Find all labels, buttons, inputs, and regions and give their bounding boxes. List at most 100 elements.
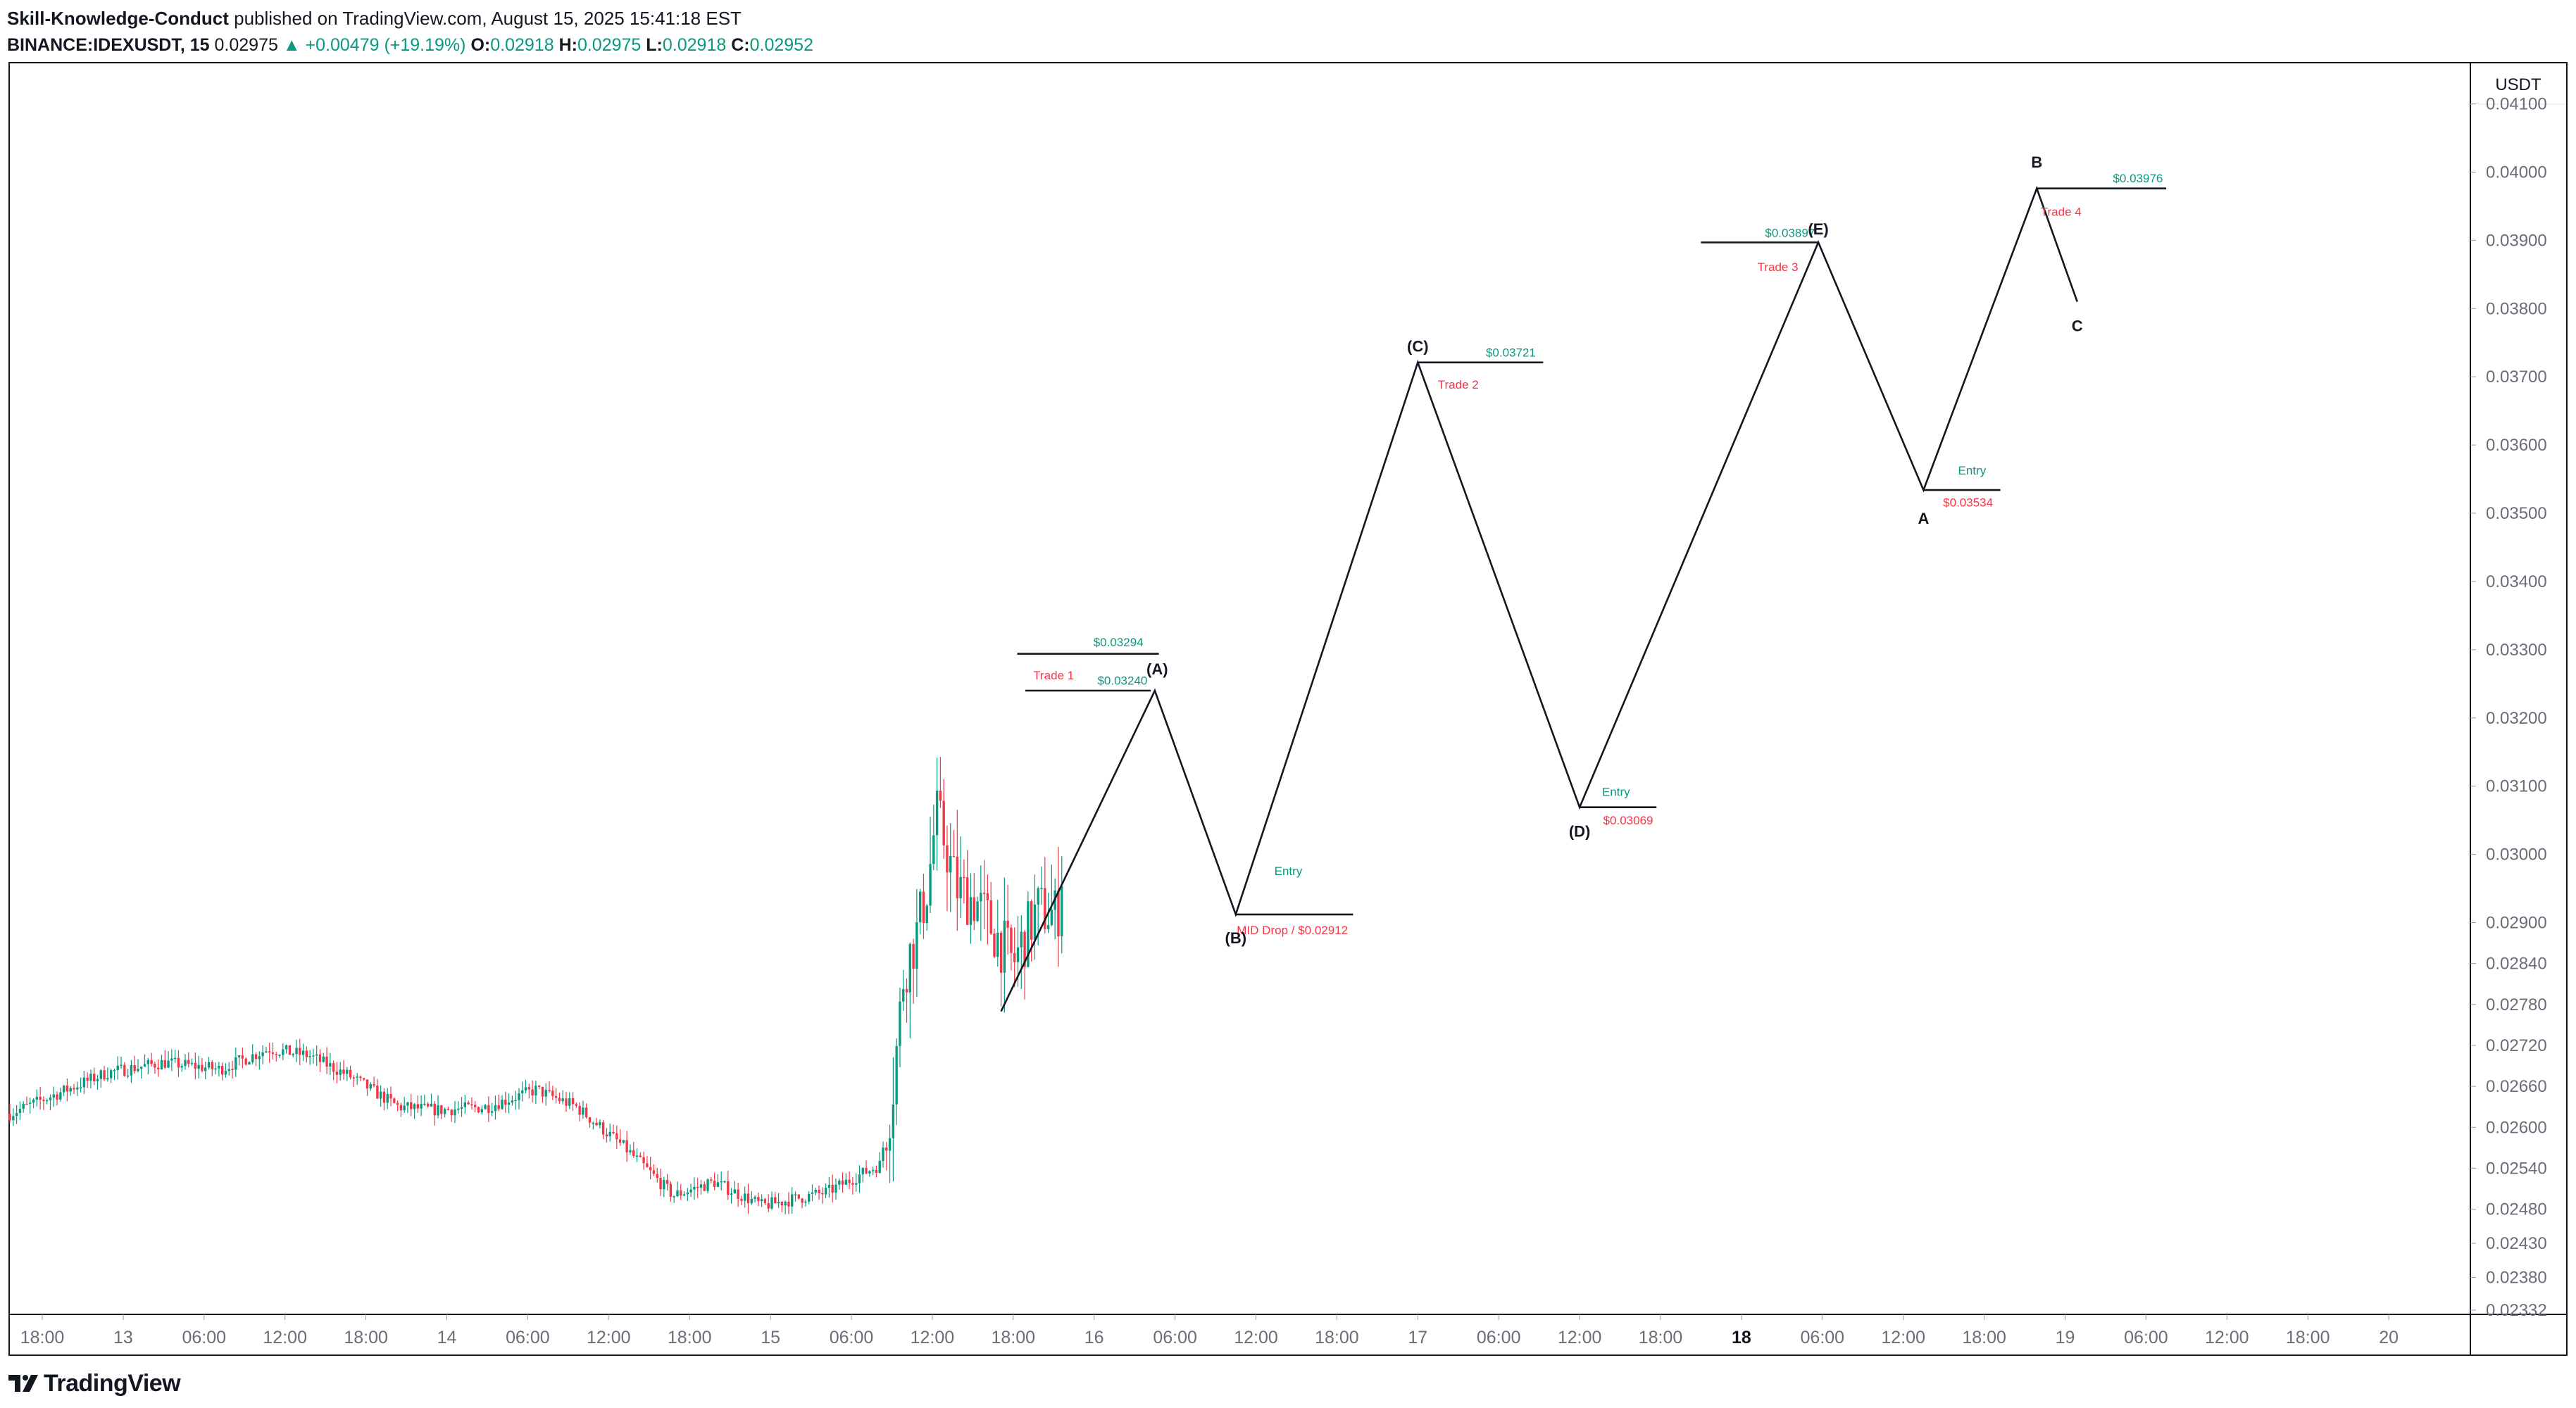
symbol-name[interactable]: BINANCE:IDEXUSDT, 15 bbox=[7, 35, 210, 55]
candle-body bbox=[952, 855, 956, 857]
candle-body bbox=[437, 1105, 439, 1116]
price-axis-label: 0.02900 bbox=[2486, 914, 2547, 933]
candle-body bbox=[440, 1105, 443, 1114]
candle-body bbox=[39, 1096, 42, 1100]
candle-body bbox=[625, 1140, 628, 1152]
candle-body bbox=[220, 1065, 224, 1075]
candle-body bbox=[305, 1050, 308, 1057]
candle-body bbox=[618, 1139, 622, 1143]
candle-body bbox=[346, 1069, 349, 1074]
candle-body bbox=[615, 1133, 618, 1140]
candle-body bbox=[163, 1060, 166, 1068]
candle-body bbox=[1030, 901, 1033, 940]
wave-path[interactable] bbox=[1000, 185, 2078, 1012]
candle-body bbox=[463, 1102, 467, 1107]
candle-body bbox=[585, 1107, 588, 1118]
candle-body bbox=[157, 1067, 160, 1069]
candle-body bbox=[710, 1179, 713, 1181]
candle-body bbox=[797, 1194, 800, 1199]
candle-body bbox=[446, 1109, 450, 1110]
tradingview-logo[interactable]: TradingView bbox=[8, 1366, 181, 1401]
candle-body bbox=[460, 1107, 463, 1109]
candle-body bbox=[838, 1180, 841, 1185]
time-axis-label: 06:00 bbox=[506, 1328, 550, 1347]
candle-body bbox=[56, 1094, 58, 1100]
chart-header: Skill-Knowledge-Conduct published on Tra… bbox=[7, 4, 2542, 58]
candle-body bbox=[137, 1069, 139, 1071]
candle-body bbox=[207, 1062, 211, 1068]
candle-body bbox=[194, 1062, 197, 1069]
author-name[interactable]: Skill-Knowledge-Conduct bbox=[7, 8, 229, 29]
price-axis-label: 0.02720 bbox=[2486, 1036, 2547, 1055]
candle-body bbox=[25, 1103, 28, 1105]
candle-body bbox=[143, 1064, 146, 1067]
candle-body bbox=[413, 1104, 416, 1110]
candle-body bbox=[801, 1198, 804, 1203]
candle-body bbox=[760, 1199, 763, 1202]
candle-body bbox=[727, 1181, 730, 1195]
candle-body bbox=[888, 1138, 892, 1151]
candle-body bbox=[730, 1193, 733, 1195]
price-axis-label: 0.02780 bbox=[2486, 995, 2547, 1014]
candle-body bbox=[980, 893, 982, 902]
candle-body bbox=[639, 1155, 642, 1157]
time-axis-label: 18:00 bbox=[20, 1328, 65, 1347]
candle-body bbox=[96, 1079, 99, 1082]
time-axis-label: 16 bbox=[1084, 1328, 1104, 1347]
time-axis-label: 18:00 bbox=[2286, 1328, 2330, 1347]
candle-body bbox=[308, 1056, 311, 1057]
candle-body bbox=[680, 1190, 682, 1196]
candle-body bbox=[656, 1174, 658, 1178]
candle-body bbox=[561, 1098, 564, 1102]
candle-body bbox=[794, 1194, 797, 1195]
candle-body bbox=[682, 1194, 686, 1196]
time-axis-label: 20 bbox=[2379, 1328, 2399, 1347]
candle-body bbox=[912, 943, 915, 969]
candle-body bbox=[187, 1060, 190, 1064]
candle-body bbox=[885, 1148, 888, 1151]
candle-body bbox=[686, 1192, 689, 1195]
candle-body bbox=[878, 1160, 881, 1174]
candle-body bbox=[1033, 904, 1037, 940]
candle-body bbox=[248, 1062, 251, 1065]
candle-body bbox=[35, 1096, 39, 1100]
candle-body bbox=[29, 1102, 32, 1104]
candle-body bbox=[875, 1169, 878, 1174]
low-label: L: bbox=[646, 35, 663, 55]
candle-body bbox=[251, 1054, 254, 1062]
candle-body bbox=[73, 1088, 75, 1090]
candle-body bbox=[433, 1103, 436, 1116]
candle-body bbox=[963, 876, 965, 879]
time-axis-label: 12:00 bbox=[1234, 1328, 1278, 1347]
candle-body bbox=[339, 1069, 342, 1075]
candle-body bbox=[177, 1057, 180, 1068]
candle-body bbox=[966, 877, 969, 925]
candle-body bbox=[514, 1100, 517, 1102]
candle-body bbox=[871, 1169, 875, 1171]
time-axis-label: 13 bbox=[113, 1328, 133, 1347]
price-axis-label: 0.03400 bbox=[2486, 572, 2547, 591]
time-axis-label: 18:00 bbox=[1639, 1328, 1683, 1347]
candle-body bbox=[497, 1105, 500, 1110]
candle-body bbox=[265, 1051, 268, 1052]
candle-body bbox=[227, 1069, 230, 1071]
price-axis-label: 0.03100 bbox=[2486, 777, 2547, 796]
candle-body bbox=[376, 1086, 379, 1099]
candle-body bbox=[750, 1198, 753, 1204]
candle-body bbox=[393, 1098, 396, 1103]
wave-point-label: (C) bbox=[1407, 338, 1429, 356]
price-axis-label: 0.02660 bbox=[2486, 1077, 2547, 1096]
candle-body bbox=[531, 1089, 534, 1095]
candle-body bbox=[791, 1194, 794, 1207]
annotation-label: Entry bbox=[1602, 786, 1630, 799]
symbol-legend: BINANCE:IDEXUSDT, 15 0.02975 ▲ +0.00479 … bbox=[7, 32, 2542, 58]
time-axis-label: 06:00 bbox=[1801, 1328, 1845, 1347]
chart-pane[interactable] bbox=[8, 62, 2568, 1356]
time-axis-label: 12:00 bbox=[1558, 1328, 1602, 1347]
level-label: $0.03976 bbox=[2113, 172, 2163, 185]
candle-body bbox=[746, 1193, 750, 1204]
annotation-label: Trade 4 bbox=[2041, 206, 2082, 219]
candle-body bbox=[541, 1086, 544, 1097]
candle-body bbox=[201, 1064, 204, 1071]
